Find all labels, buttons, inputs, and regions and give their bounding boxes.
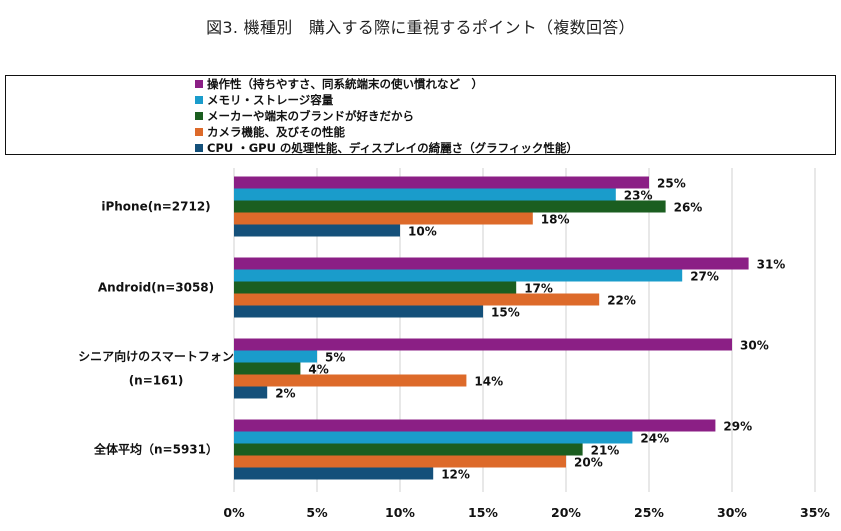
legend-item: メーカーや端末のブランドが好きだから (195, 108, 414, 124)
bar (234, 431, 633, 444)
data-label: 25% (657, 177, 686, 191)
bar (234, 374, 467, 387)
legend-swatch (195, 112, 203, 120)
bar (234, 419, 716, 432)
data-label: 12% (441, 468, 470, 482)
bar (234, 362, 301, 375)
bar (234, 293, 600, 306)
data-label: 18% (541, 213, 570, 227)
legend-label: 操作性（持ちやすさ、同系統端末の使い慣れなど ） (207, 77, 483, 91)
category-label: シニア向けのスマートフォン (78, 349, 234, 364)
legend-label: カメラ機能、及びその性能 (207, 125, 345, 139)
category-label: Android(n=3058) (98, 281, 214, 295)
x-tick-label: 20% (551, 505, 581, 520)
data-label: 31% (757, 258, 786, 272)
bar (234, 257, 749, 270)
data-label: 2% (275, 387, 295, 401)
category-label: iPhone(n=2712) (101, 200, 210, 214)
bar (234, 386, 268, 399)
bar (234, 305, 483, 318)
bar (234, 224, 400, 237)
bar (234, 212, 533, 225)
x-tick-label: 10% (385, 505, 415, 520)
bar (234, 269, 683, 282)
chart-title: 図3. 機種別 購入する際に重視するポイント（複数回答） (206, 18, 635, 37)
legend-item: CPU ・GPU の処理性能、ディスプレイの綺麗さ（グラフィック性能） (195, 140, 578, 156)
bar (234, 350, 317, 363)
legend-label: メモリ・ストレージ容量 (207, 93, 334, 107)
legend-swatch (195, 96, 203, 104)
x-tick-label: 5% (306, 505, 328, 520)
data-label: 26% (674, 201, 703, 215)
data-label: 4% (308, 363, 328, 377)
bar (234, 455, 566, 468)
legend: 操作性（持ちやすさ、同系統端末の使い慣れなど ） メモリ・ストレージ容量 メーカ… (5, 75, 836, 155)
x-tick-label: 25% (634, 505, 664, 520)
category-label: (n=161) (129, 374, 184, 388)
legend-label: CPU ・GPU の処理性能、ディスプレイの綺麗さ（グラフィック性能） (207, 141, 578, 155)
bar (234, 176, 649, 189)
bar (234, 467, 434, 480)
data-label: 21% (591, 444, 620, 458)
bar (234, 443, 583, 456)
data-label: 27% (690, 270, 719, 284)
legend-item: カメラ機能、及びその性能 (195, 124, 345, 140)
data-label: 24% (640, 432, 669, 446)
legend-item: 操作性（持ちやすさ、同系統端末の使い慣れなど ） (195, 76, 483, 92)
data-label: 20% (574, 456, 603, 470)
legend-swatch (195, 128, 203, 136)
bar (234, 281, 517, 294)
legend-item: メモリ・ストレージ容量 (195, 92, 333, 108)
data-label: 10% (408, 225, 437, 239)
data-label: 30% (740, 339, 769, 353)
legend-swatch (195, 144, 203, 152)
data-label: 14% (474, 375, 503, 389)
x-tick-label: 35% (800, 505, 830, 520)
data-label: 5% (325, 351, 345, 365)
category-label: 全体平均（n=5931） (93, 442, 218, 457)
data-label: 17% (524, 282, 553, 296)
data-label: 22% (607, 294, 636, 308)
x-tick-label: 0% (223, 505, 245, 520)
x-tick-label: 30% (717, 505, 747, 520)
legend-label: メーカーや端末のブランドが好きだから (207, 109, 414, 123)
legend-swatch (195, 80, 203, 88)
x-tick-label: 15% (468, 505, 498, 520)
bar (234, 188, 616, 201)
data-label: 23% (624, 189, 653, 203)
bar (234, 338, 732, 351)
bar (234, 200, 666, 213)
data-label: 15% (491, 306, 520, 320)
data-label: 29% (723, 420, 752, 434)
